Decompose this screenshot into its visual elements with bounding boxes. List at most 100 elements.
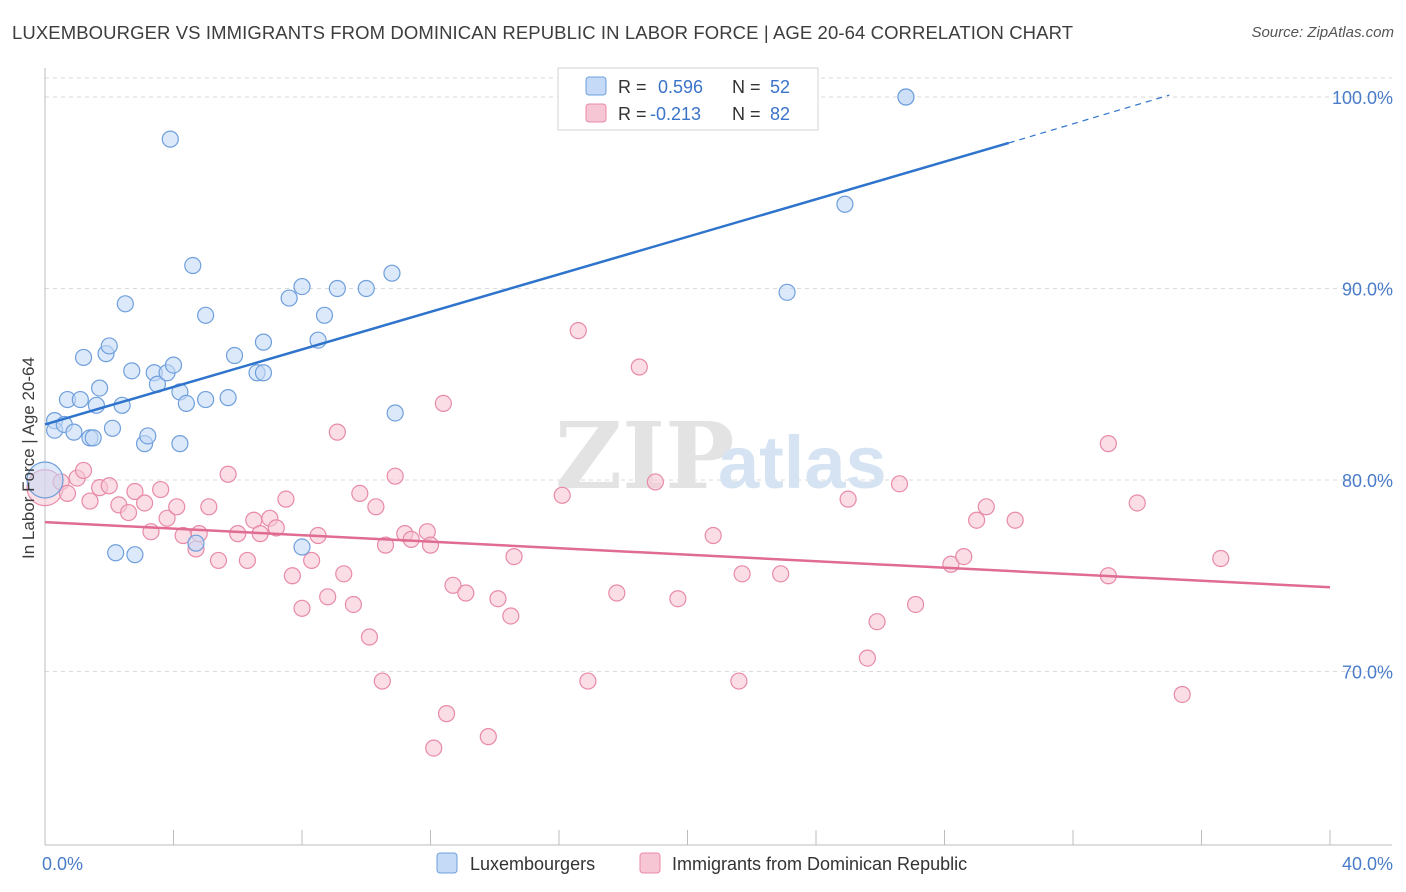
dominican-republic-point — [335, 565, 353, 583]
luxembourgers-point — [280, 289, 298, 307]
dominican-republic-point — [704, 526, 722, 545]
gridlines — [45, 77, 1392, 672]
dominican-republic-point — [502, 607, 520, 625]
dominican-republic-point — [553, 486, 571, 504]
dominican-republic-point — [126, 482, 144, 501]
tick-labels: 70.0% 80.0% 90.0% 100.0% 0.0% 40.0% — [42, 88, 1393, 874]
dominican-republic-trend-line — [44, 520, 1331, 589]
luxembourgers-point — [357, 279, 375, 298]
dominican-republic-point — [293, 599, 311, 617]
luxembourgers-point — [177, 394, 195, 412]
dominican-republic-point — [100, 477, 118, 495]
dominican-republic-point — [219, 465, 237, 483]
dominican-republic-point — [238, 551, 256, 570]
legend-r-label-1: R = — [618, 77, 647, 97]
dominican-republic-point — [168, 498, 186, 516]
luxembourgers-point — [197, 306, 215, 324]
dominican-republic-point — [209, 551, 228, 570]
dominican-republic-point — [200, 498, 218, 516]
dominican-republic-point — [360, 628, 379, 646]
dominican-republic-point — [839, 490, 857, 508]
dominican-republic-point — [479, 728, 497, 746]
dominican-republic-point — [58, 484, 77, 503]
dominican-republic-point — [977, 498, 995, 516]
luxembourgers-point — [184, 256, 202, 275]
axes — [44, 68, 1392, 846]
luxembourgers-point — [197, 390, 215, 409]
luxembourgers-point — [26, 461, 64, 499]
x-tick-label: 0.0% — [42, 854, 83, 874]
series-legend-swatch-luxembourgers — [436, 852, 458, 874]
chart-title: LUXEMBOURGER VS IMMIGRANTS FROM DOMINICA… — [12, 22, 1074, 43]
luxembourgers-point — [254, 333, 273, 351]
dominican-republic-point — [367, 498, 385, 516]
legend-n-value-2: 82 — [770, 104, 790, 124]
watermark-zip: ZIP — [555, 402, 734, 510]
luxembourgers-point — [139, 427, 157, 445]
dominican-republic-point — [351, 484, 369, 503]
dominican-republic-point — [646, 473, 664, 491]
dominican-republic-point — [890, 475, 909, 493]
luxembourgers-point — [103, 419, 122, 437]
dominican-republic-point — [1006, 511, 1024, 529]
trend-lines — [44, 94, 1331, 589]
dominican-republic-point — [630, 358, 648, 376]
luxembourgers-point — [91, 379, 109, 397]
dominican-republic-point — [1212, 549, 1230, 568]
watermark-atlas: atlas — [718, 421, 887, 504]
luxembourgers-point — [65, 423, 83, 441]
dominican-republic-point — [1173, 685, 1191, 704]
dominican-republic-point — [267, 519, 285, 537]
luxembourgers-point — [897, 88, 915, 106]
legend-swatch-blue — [585, 76, 607, 96]
dominican-republic-point — [444, 576, 462, 594]
luxembourgers-trend-line — [44, 141, 1010, 426]
dominican-republic-point — [733, 565, 751, 583]
luxembourgers-point — [778, 283, 796, 301]
dominican-republic-point — [283, 567, 301, 585]
dominican-republic-point — [376, 536, 395, 554]
luxembourgers-point — [126, 546, 144, 564]
chart-source: Source: ZipAtlas.com — [1251, 24, 1394, 41]
dominican-republic-point — [906, 595, 925, 614]
series-legend-label-dominican-republic: Immigrants from Dominican Republic — [672, 854, 967, 874]
series-luxembourgers-points — [26, 88, 915, 564]
luxembourgers-point — [836, 195, 854, 213]
dominican-republic-point — [386, 467, 404, 485]
dominican-republic-point — [437, 705, 456, 723]
dominican-republic-point — [489, 590, 507, 608]
dominican-republic-point — [457, 584, 475, 602]
dominican-republic-point — [229, 525, 247, 543]
luxembourgers-point — [386, 404, 404, 422]
luxembourgers-point — [225, 346, 244, 365]
dominican-republic-point — [119, 503, 138, 522]
luxembourgers-point — [107, 544, 125, 562]
dominican-republic-point — [434, 394, 452, 412]
dominican-republic-point — [505, 547, 523, 566]
x-tick-label: 40.0% — [1342, 854, 1393, 874]
legend-r-value-2: -0.213 — [650, 104, 701, 124]
dominican-republic-point — [158, 509, 176, 527]
dominican-republic-point — [152, 480, 170, 499]
dominican-republic-point — [135, 494, 154, 512]
dominican-republic-point — [1128, 494, 1146, 512]
luxembourgers-point — [293, 277, 311, 296]
dominican-republic-point — [579, 672, 597, 690]
dominican-republic-point — [373, 672, 391, 690]
legend-swatch-pink — [585, 103, 607, 123]
luxembourgers-point — [123, 362, 141, 380]
luxembourgers-point — [171, 435, 189, 453]
dominican-republic-point — [858, 649, 877, 667]
luxembourgers-point — [219, 389, 237, 407]
dominican-republic-point — [421, 536, 440, 554]
dominican-republic-point — [968, 511, 986, 529]
luxembourgers-point — [71, 390, 89, 409]
y-tick-label: 70.0% — [1342, 663, 1393, 683]
legend-n-value-1: 52 — [770, 77, 790, 97]
luxembourgers-point — [116, 295, 134, 313]
dominican-republic-point — [730, 672, 748, 690]
dominican-republic-point — [303, 551, 321, 570]
dominican-republic-point — [81, 492, 99, 510]
luxembourgers-point — [383, 264, 401, 282]
